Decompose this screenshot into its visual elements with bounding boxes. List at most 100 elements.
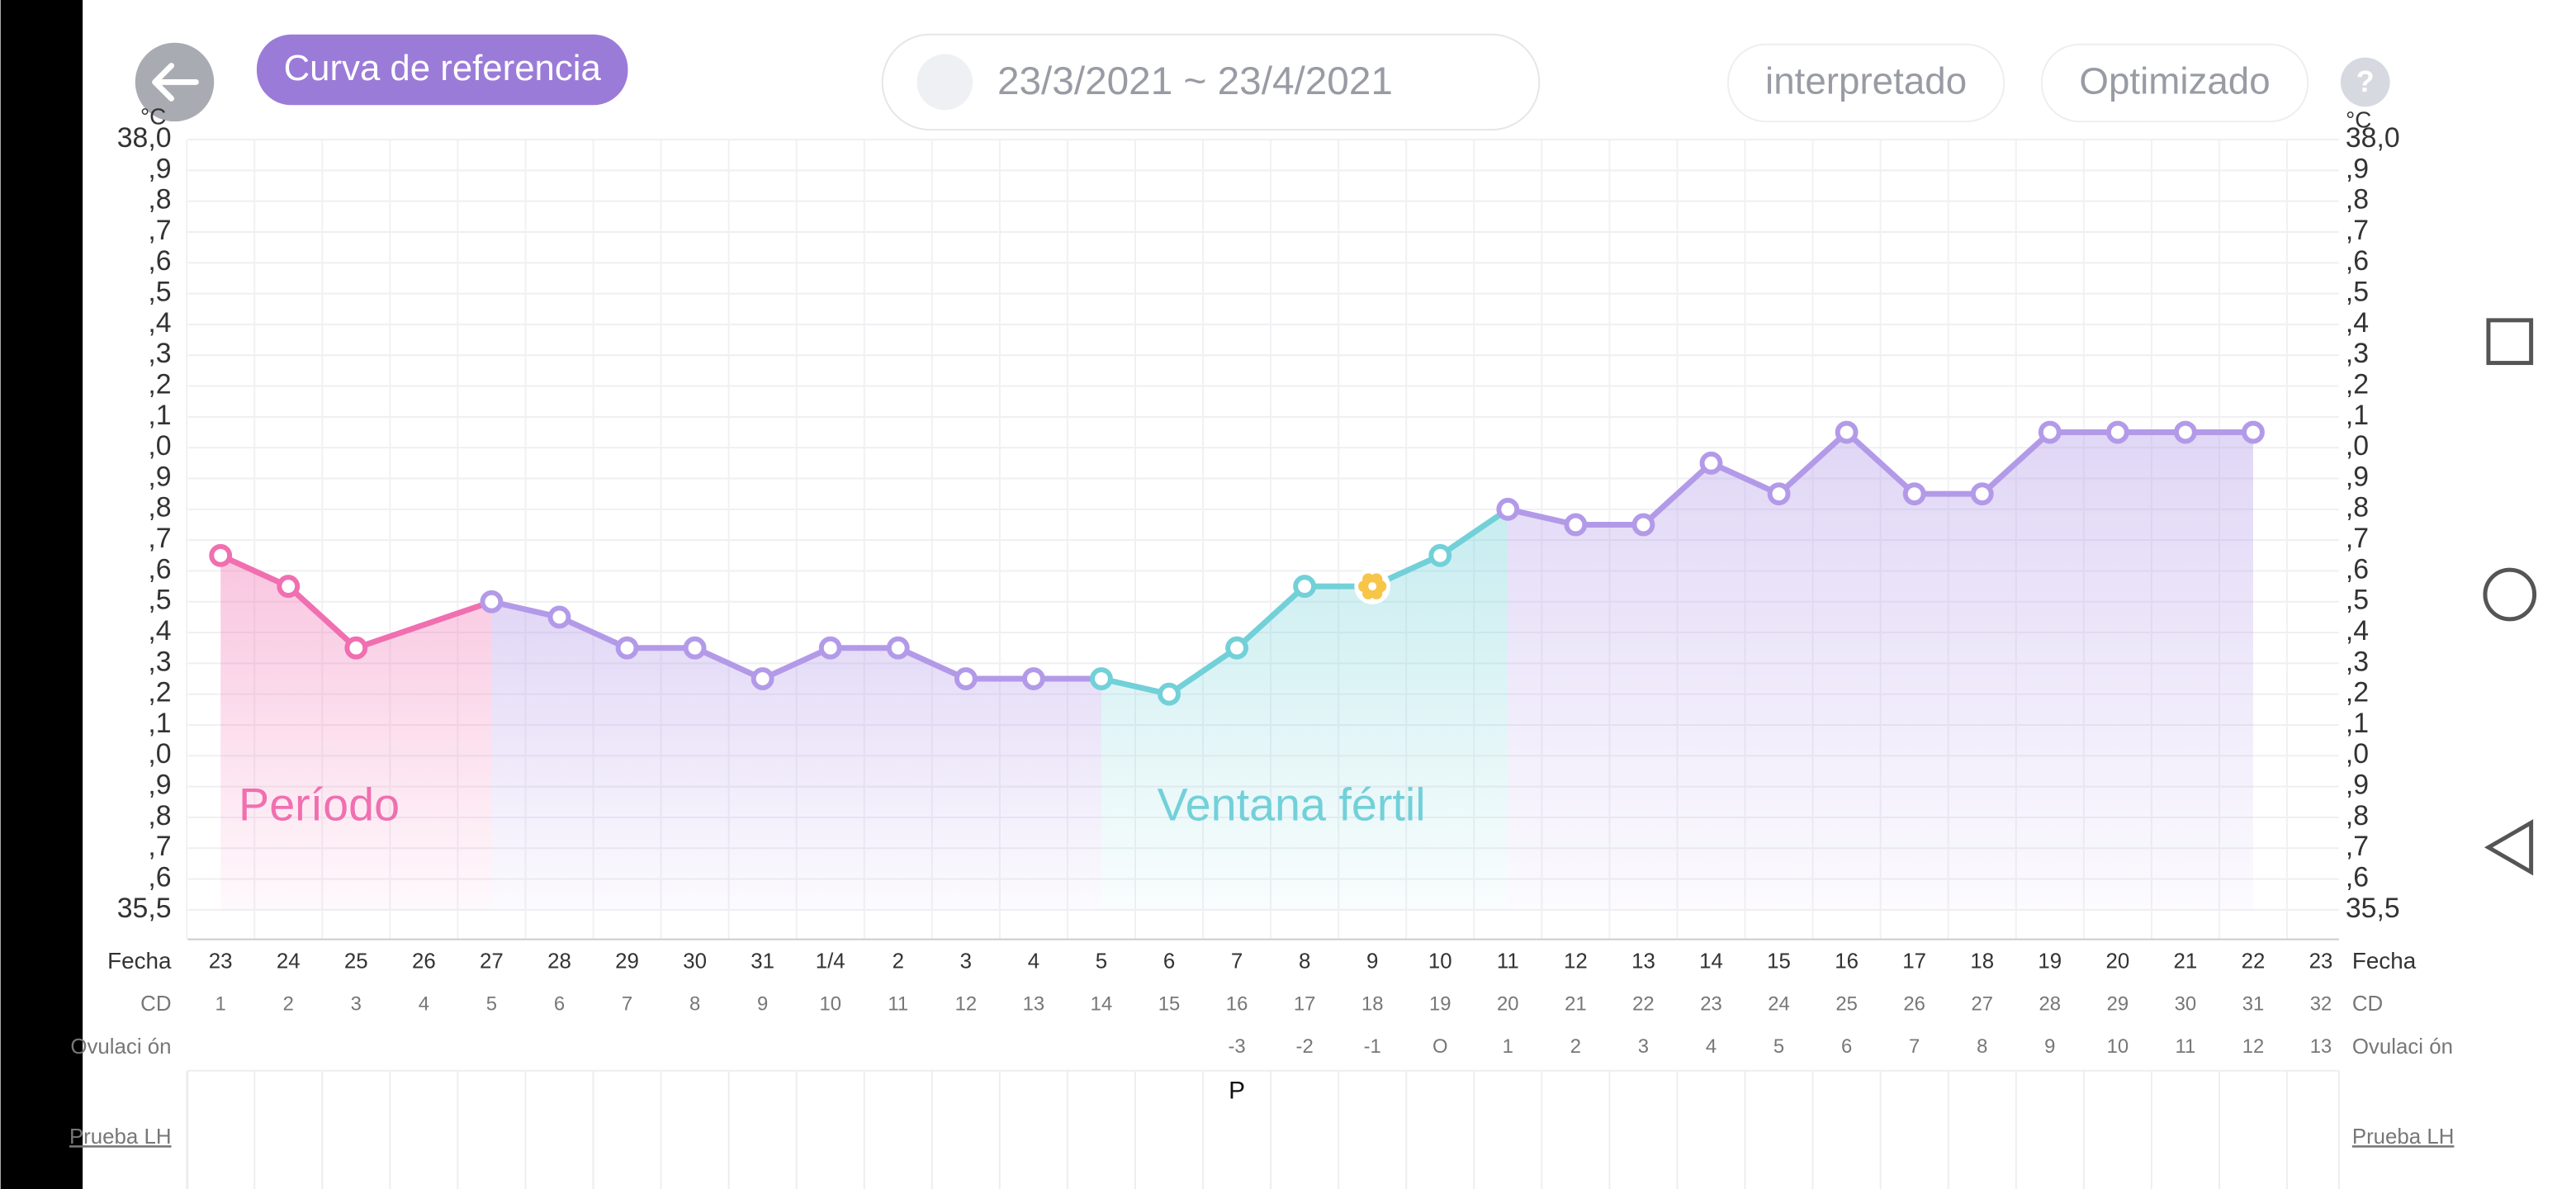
- temp-point: [277, 575, 301, 599]
- y-tick-label: ,5: [148, 585, 171, 616]
- temp-line: [1710, 460, 1781, 497]
- temp-point: [1902, 482, 1926, 506]
- temp-line: [694, 645, 765, 682]
- temp-point: [1158, 682, 1181, 706]
- ovulation-label: -1: [1364, 1035, 1381, 1058]
- ovulation-label: 9: [2044, 1035, 2055, 1058]
- y-tick-label-right: ,4: [2346, 307, 2369, 339]
- temp-line: [1101, 675, 1170, 698]
- help-button[interactable]: [2340, 57, 2390, 107]
- y-tick-label-right: ,8: [2346, 492, 2369, 523]
- y-tick-label: 35,5: [117, 893, 172, 924]
- y-tick-label-right: ,0: [2346, 430, 2369, 462]
- date-label: 1/4: [816, 950, 845, 973]
- cd-label: 22: [1632, 993, 1655, 1016]
- petal: [1371, 587, 1383, 599]
- temp-line: [1438, 506, 1510, 558]
- date-label: 11: [1497, 950, 1519, 973]
- ovulation-label: 2: [1570, 1035, 1581, 1058]
- y-tick-label-right: ,6: [2346, 245, 2369, 277]
- temp-point: [480, 590, 504, 613]
- y-tick-label-right: ,7: [2346, 831, 2369, 862]
- date-label: 26: [412, 950, 436, 973]
- temp-point: [1225, 636, 1249, 660]
- date-range: 23/3/2021 ~ 23/4/2021: [997, 59, 1393, 103]
- date-label: 14: [1699, 950, 1723, 973]
- y-tick-label: ,2: [148, 677, 171, 708]
- temp-line: [1507, 506, 1577, 528]
- reference-button[interactable]: [256, 34, 628, 106]
- cd-label: 13: [1023, 993, 1045, 1016]
- temp-line: [1980, 429, 2053, 496]
- home-button[interactable]: [2483, 567, 2537, 622]
- date-label: 4: [1028, 950, 1039, 973]
- left-bar: [0, 0, 83, 1189]
- cd-label: 27: [1971, 993, 1993, 1016]
- y-tick-label-right: ,3: [2346, 338, 2369, 369]
- cd-label: 32: [2310, 993, 2332, 1016]
- y-tick-label: ,9: [148, 461, 171, 492]
- y-tick-label-right: ,8: [2346, 184, 2369, 216]
- temp-point: [954, 667, 978, 690]
- y-tick-label: ,8: [148, 492, 171, 523]
- temp-point: [2242, 420, 2265, 444]
- date-label: 27: [480, 950, 504, 973]
- y-tick-label: ,1: [148, 708, 171, 739]
- back-nav-button[interactable]: [2484, 819, 2534, 876]
- y-tick-label: ,1: [148, 400, 171, 431]
- date-label: 3: [960, 950, 972, 973]
- date-label: 2: [893, 950, 904, 973]
- y-tick-label-right: 35,5: [2346, 893, 2400, 924]
- y-tick-label: ,9: [148, 770, 171, 801]
- temp-point: [1970, 482, 1994, 506]
- date-label: 10: [1428, 950, 1452, 973]
- cd-label: 17: [1294, 993, 1316, 1016]
- cd-label: 1: [215, 993, 226, 1016]
- date-label: 18: [1970, 950, 1994, 973]
- ovulation-marker: [1354, 568, 1391, 604]
- temp-line: [1777, 429, 1849, 496]
- back-button[interactable]: [135, 42, 215, 122]
- date-label: 7: [1231, 950, 1243, 973]
- interpreted-button[interactable]: [1727, 43, 2005, 123]
- cd-label: 12: [955, 993, 978, 1016]
- date-row-label-right: Fecha: [2352, 948, 2417, 973]
- cd-label: 25: [1835, 993, 1858, 1016]
- temp-point: [1021, 667, 1045, 690]
- temp-line: [1641, 461, 1713, 528]
- temp-line: [355, 599, 493, 651]
- optimized-button[interactable]: [2040, 43, 2309, 123]
- cd-row-label-right: CD: [2352, 992, 2383, 1016]
- y-tick-label-right: ,4: [2346, 615, 2369, 647]
- y-tick-label-right: ,6: [2346, 862, 2369, 893]
- temp-point: [615, 636, 639, 660]
- lh-row-label-left: Prueba LH: [69, 1125, 172, 1149]
- y-tick-label: ,7: [148, 523, 171, 554]
- ovulation-label: 12: [2242, 1035, 2265, 1058]
- temp-line: [219, 552, 290, 590]
- ovulation-label: 5: [1773, 1035, 1784, 1058]
- date-range-box[interactable]: [881, 33, 1541, 131]
- temp-point: [1090, 667, 1113, 690]
- y-tick-label: ,8: [148, 184, 171, 216]
- reference-label: Curva de referencia: [284, 48, 602, 88]
- temp-point: [2105, 420, 2129, 444]
- temp-point: [751, 667, 774, 690]
- y-tick-label: ,4: [148, 615, 171, 647]
- y-tick-label: ,2: [148, 368, 171, 400]
- y-tick-label-right: ,9: [2346, 461, 2369, 492]
- cd-label: 2: [283, 993, 294, 1016]
- y-tick-label: ,3: [148, 338, 171, 369]
- recents-button[interactable]: [2486, 318, 2534, 366]
- date-label: 12: [1564, 950, 1588, 973]
- help-label: ?: [2356, 65, 2375, 98]
- ovulation-label: 8: [1977, 1035, 1987, 1058]
- cd-label: 4: [419, 993, 429, 1016]
- segment-label: Ventana fértil: [1158, 779, 1426, 830]
- cd-label: 21: [1565, 993, 1587, 1016]
- date-label: 13: [1631, 950, 1655, 973]
- date-label: 5: [1096, 950, 1107, 973]
- ovulation-label: 7: [1909, 1035, 1920, 1058]
- temp-point: [2174, 420, 2197, 444]
- ovulation-label: -3: [1228, 1035, 1245, 1058]
